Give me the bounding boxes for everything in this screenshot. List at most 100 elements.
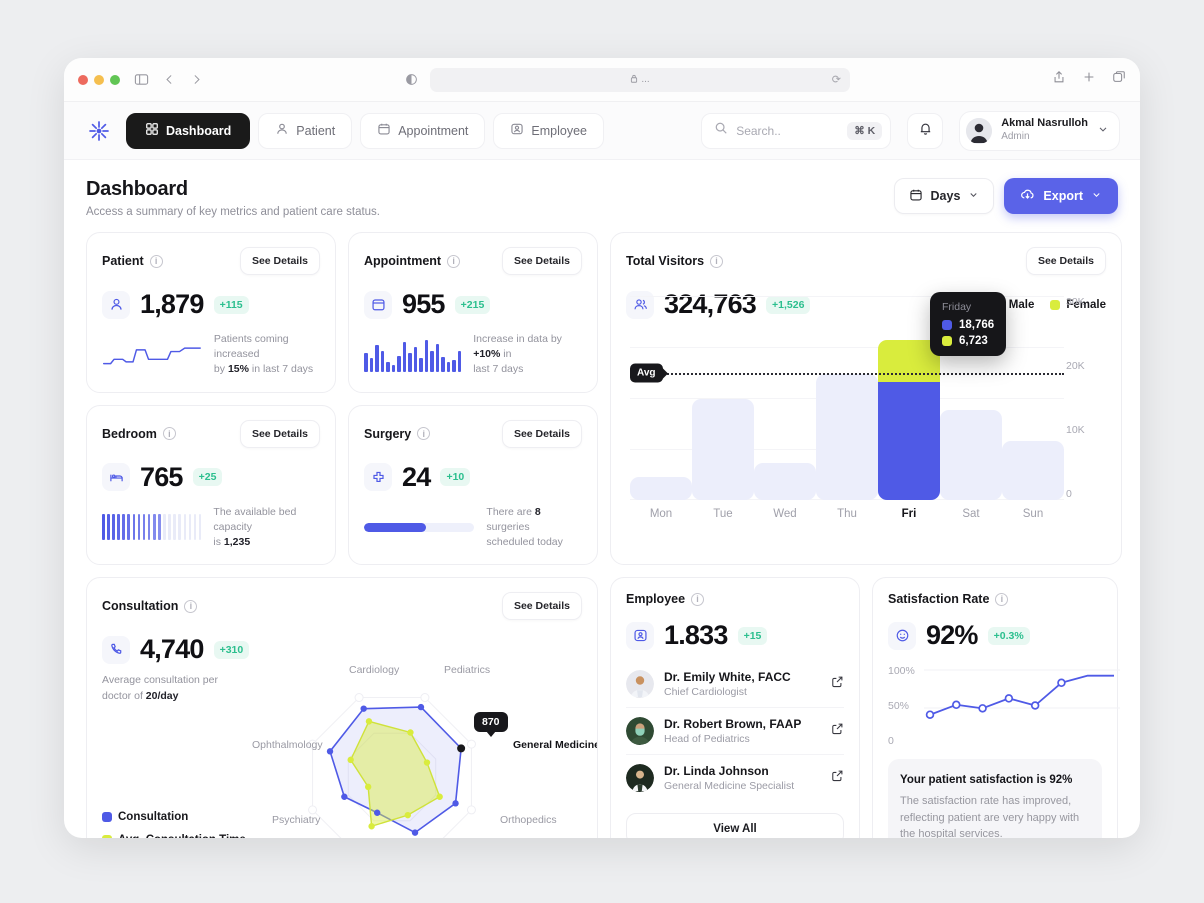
visitors-tooltip: Friday 18,766 6,723 [930, 292, 1007, 356]
visitors-bar-thu[interactable] [816, 374, 878, 500]
bedroom-bar [183, 514, 187, 541]
bedroom-bar [122, 514, 125, 541]
radar-point[interactable] [365, 717, 373, 725]
list-item[interactable]: Dr. Emily White, FACC Chief Cardiologist [626, 661, 844, 709]
info-icon[interactable]: i [162, 427, 176, 441]
visitors-bar-sun[interactable] [1002, 441, 1064, 500]
sparkle-logo[interactable] [84, 116, 114, 146]
appointment-bar [446, 361, 451, 372]
card-value-consultation: 4,740 [140, 634, 204, 665]
list-item[interactable]: Dr. Robert Brown, FAAP Head of Pediatric… [626, 708, 844, 756]
nav-label-appointment: Appointment [398, 123, 469, 138]
privacy-icon[interactable] [405, 73, 418, 86]
close-window-button[interactable] [78, 74, 88, 85]
satisfaction-point[interactable] [1004, 694, 1014, 703]
radar-point[interactable] [341, 793, 348, 800]
bedroom-note-pre: is [213, 536, 224, 549]
y-tick-20k: 20K [1066, 360, 1085, 372]
view-all-button[interactable]: View All [626, 813, 844, 838]
surgery-icon [364, 463, 392, 492]
smiley-icon [888, 621, 916, 650]
share-icon[interactable] [1052, 70, 1066, 89]
nav-item-dashboard[interactable]: Dashboard [126, 112, 251, 149]
radar-point[interactable] [452, 799, 459, 807]
list-item[interactable]: Dr. Linda Johnson General Medicine Speci… [626, 755, 844, 801]
radar-point[interactable] [364, 783, 372, 790]
see-details-button-consultation[interactable]: See Details [501, 592, 582, 621]
satisfaction-point[interactable] [978, 704, 987, 713]
forward-icon[interactable] [190, 73, 203, 86]
satisfaction-point[interactable] [952, 700, 961, 710]
see-details-button-surgery[interactable]: See Details [501, 419, 582, 448]
external-link-icon[interactable] [831, 675, 844, 693]
appointment-bar [391, 365, 396, 372]
bedroom-bar [193, 514, 197, 541]
tabs-icon[interactable] [1112, 70, 1126, 89]
satisfaction-point[interactable] [925, 710, 935, 720]
back-icon[interactable] [163, 73, 176, 86]
visitors-bar-fri[interactable] [878, 340, 940, 500]
radar-point[interactable] [411, 829, 419, 836]
info-icon[interactable]: i [710, 254, 724, 268]
reload-icon[interactable]: ⟳ [831, 74, 841, 86]
user-role: Admin [1001, 131, 1030, 143]
secondary-grid: Consultation i See Details 4,740 +310 Av… [86, 577, 1120, 838]
radar-point[interactable] [417, 703, 425, 711]
visitors-bar-wed[interactable] [754, 463, 816, 500]
info-icon[interactable]: i [447, 254, 461, 268]
minimize-window-button[interactable] [94, 74, 104, 85]
visitors-bar-tue[interactable] [692, 399, 754, 500]
user-menu[interactable]: Akmal Nasrulloh Admin [959, 110, 1120, 151]
plus-icon[interactable] [1082, 70, 1096, 89]
external-link-icon[interactable] [831, 722, 844, 740]
radar-point[interactable] [457, 744, 466, 753]
see-details-button-appointment[interactable]: See Details [501, 247, 582, 275]
visitors-bar-mon[interactable] [630, 477, 692, 500]
patient-note-post: in last 7 days [248, 363, 314, 376]
card-bedroom: Bedroom i See Details 765 +25 The avai [86, 404, 336, 566]
tooltip-day: Friday [942, 301, 972, 313]
external-link-icon[interactable] [831, 769, 844, 787]
satisfaction-line-chart: 100% 50% 0 [888, 665, 1120, 747]
users-icon [626, 290, 654, 319]
nav-item-appointment[interactable]: Appointment [360, 112, 486, 149]
radar-point-tag: 870 [474, 711, 508, 737]
radar-point[interactable] [360, 705, 367, 712]
info-icon[interactable]: i [417, 427, 431, 441]
info-icon[interactable]: i [149, 254, 163, 268]
visitors-x-axis: Mon Tue Wed Thu Fri Sat Sun [630, 508, 1064, 520]
window-controls[interactable] [78, 74, 120, 85]
radar-point[interactable] [404, 811, 411, 819]
sidebar-icon[interactable] [134, 72, 149, 87]
export-button[interactable]: Export [1004, 178, 1118, 214]
visitors-bar-sat[interactable] [940, 410, 1002, 500]
nav-item-employee[interactable]: Employee [493, 112, 604, 149]
y-tick-50: 50% [888, 700, 910, 713]
satisfaction-point[interactable] [1057, 678, 1066, 688]
maximize-window-button[interactable] [110, 74, 120, 85]
chevron-down-icon[interactable] [1097, 122, 1109, 140]
nav-item-patient[interactable]: Patient [258, 112, 353, 149]
info-icon[interactable]: i [691, 592, 705, 606]
appt-note-bold: +10% [473, 348, 501, 361]
radar-point[interactable] [423, 759, 431, 766]
surgery-progress-bar [364, 522, 475, 532]
radar-point[interactable] [368, 822, 375, 830]
satisfaction-point[interactable] [1030, 701, 1040, 711]
search-input[interactable]: Search.. ⌘ K [701, 112, 892, 149]
notifications-button[interactable] [907, 112, 944, 149]
patient-note-pre: by [213, 363, 228, 376]
radar-point[interactable] [373, 809, 381, 816]
radar-point[interactable] [436, 793, 443, 800]
radar-point[interactable] [407, 729, 414, 736]
see-details-button-bedroom[interactable]: See Details [239, 419, 320, 448]
radar-point[interactable] [326, 747, 334, 755]
info-icon[interactable]: i [184, 599, 198, 613]
days-filter-button[interactable]: Days [893, 178, 995, 214]
card-delta-surgery: +10 [440, 468, 471, 487]
see-details-button-patient[interactable]: See Details [239, 247, 320, 275]
address-bar[interactable]: ... ⟳ [430, 67, 850, 92]
info-icon[interactable]: i [995, 592, 1009, 606]
see-details-button-visitors[interactable]: See Details [1025, 247, 1106, 275]
radar-point[interactable] [347, 756, 354, 763]
